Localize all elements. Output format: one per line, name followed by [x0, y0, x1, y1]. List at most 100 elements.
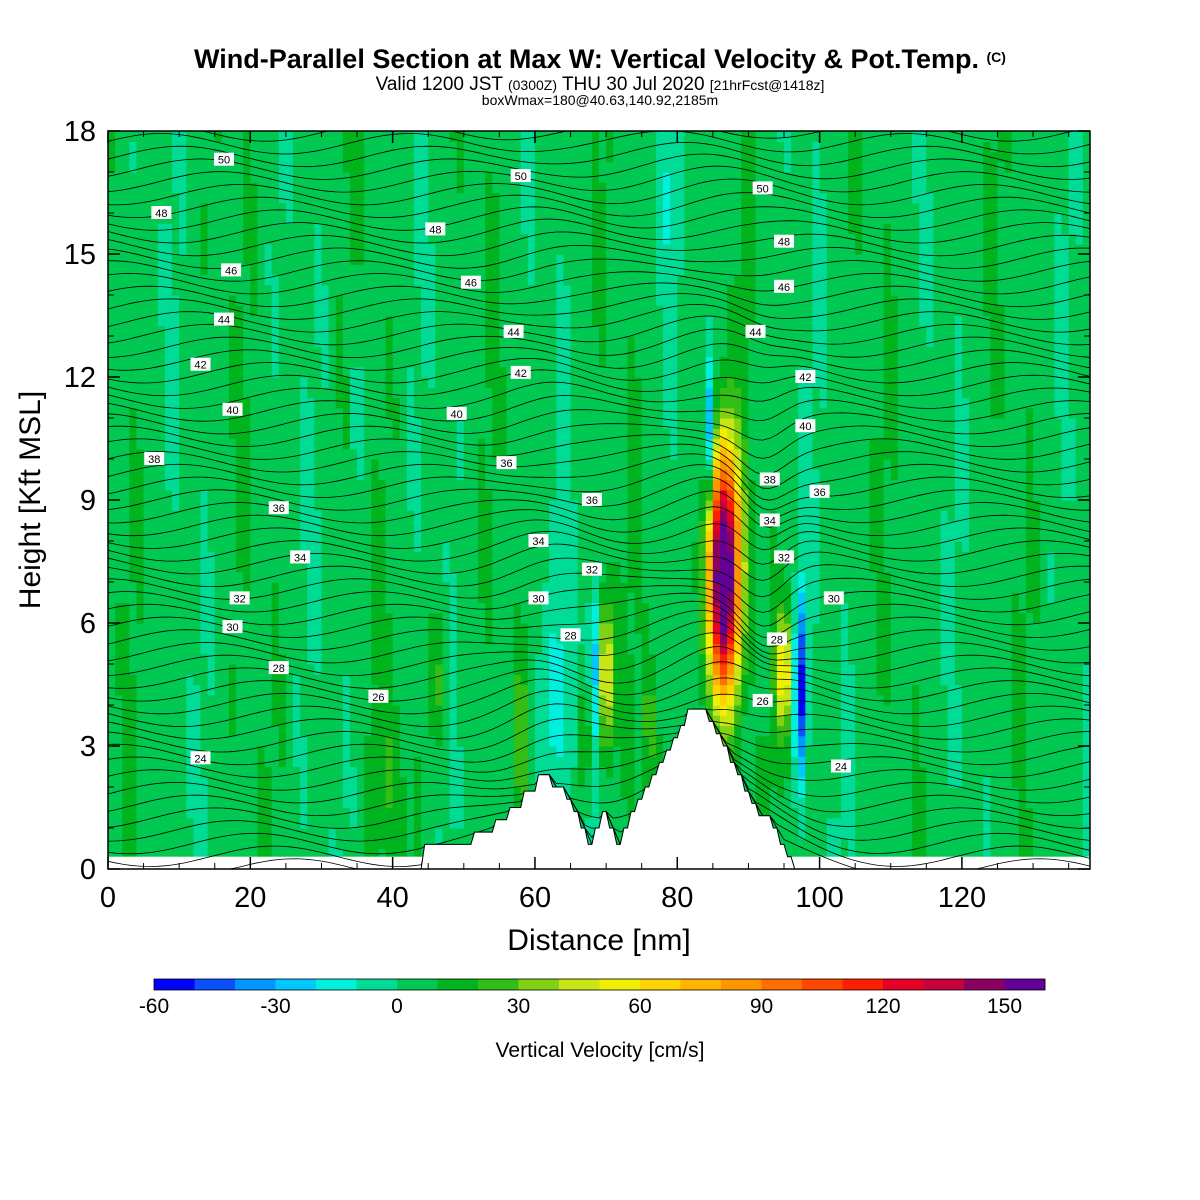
velocity-cell [228, 192, 237, 204]
velocity-cell [442, 623, 451, 634]
velocity-cell [513, 725, 522, 737]
velocity-cell [179, 141, 187, 153]
velocity-cell [570, 295, 579, 306]
velocity-cell [570, 428, 579, 440]
velocity-cell [556, 243, 565, 255]
velocity-cell [513, 254, 522, 265]
velocity-cell [122, 797, 130, 809]
velocity-cell [342, 202, 351, 214]
velocity-cell [513, 356, 522, 368]
velocity-cell [549, 694, 557, 706]
velocity-cell [342, 131, 351, 142]
velocity-cell [250, 448, 259, 460]
velocity-cell [179, 418, 187, 429]
velocity-cell [122, 838, 130, 850]
velocity-cell [485, 684, 493, 696]
velocity-cell [371, 838, 380, 850]
velocity-cell [314, 366, 323, 378]
velocity-cell [314, 295, 323, 306]
velocity-cell [221, 756, 230, 768]
velocity-cell [385, 459, 394, 470]
velocity-cell [584, 541, 593, 552]
velocity-cell [456, 500, 465, 511]
velocity-cell [243, 325, 251, 337]
velocity-cell [435, 284, 444, 296]
velocity-cell [285, 510, 294, 522]
velocity-cell [413, 571, 422, 583]
velocity-cell [449, 295, 458, 306]
velocity-cell [378, 510, 387, 522]
velocity-cell [421, 264, 429, 276]
velocity-cell [385, 315, 394, 327]
velocity-cell [172, 264, 180, 276]
velocity-cell [307, 336, 315, 347]
velocity-cell [179, 746, 187, 757]
velocity-cell [257, 735, 266, 747]
velocity-cell [371, 346, 380, 358]
velocity-cell [534, 223, 543, 235]
velocity-cell [321, 500, 330, 511]
velocity-cell [164, 530, 173, 542]
velocity-cell [513, 161, 522, 173]
velocity-cell [108, 254, 116, 265]
velocity-cell [257, 356, 266, 368]
velocity-cell [328, 725, 337, 737]
velocity-cell [563, 684, 572, 696]
velocity-cell [556, 520, 565, 532]
velocity-cell [413, 520, 422, 532]
velocity-cell [193, 295, 202, 306]
velocity-cell [264, 377, 273, 388]
velocity-cell [406, 438, 415, 450]
velocity-cell [413, 161, 422, 173]
velocity-cell [285, 838, 294, 850]
velocity-cell [278, 715, 287, 727]
velocity-cell [485, 817, 493, 829]
velocity-cell [264, 356, 273, 368]
velocity-cell [250, 438, 259, 450]
velocity-cell [463, 192, 472, 204]
velocity-cell [307, 776, 315, 788]
velocity-cell [470, 510, 479, 522]
velocity-cell [563, 315, 572, 327]
velocity-cell [164, 664, 173, 675]
velocity-cell [200, 243, 209, 255]
velocity-cell [278, 530, 287, 542]
velocity-cell [556, 161, 565, 173]
velocity-cell [456, 161, 465, 173]
velocity-cell [278, 520, 287, 532]
velocity-cell [321, 828, 330, 839]
velocity-cell [150, 479, 159, 491]
velocity-cell [485, 325, 493, 337]
velocity-cell [257, 571, 266, 583]
velocity-cell [335, 725, 344, 737]
velocity-cell [371, 756, 380, 768]
velocity-cell [349, 633, 358, 645]
velocity-cell [115, 561, 123, 573]
velocity-cell [506, 602, 515, 614]
velocity-cell [520, 305, 529, 317]
velocity-cell [314, 305, 323, 317]
velocity-cell [421, 243, 429, 255]
velocity-cell [542, 428, 550, 440]
velocity-cell [264, 264, 273, 276]
velocity-cell [122, 623, 130, 634]
velocity-cell [413, 643, 422, 655]
velocity-cell [164, 674, 173, 686]
velocity-cell [143, 387, 152, 399]
velocity-cell [349, 274, 358, 286]
velocity-cell [556, 141, 565, 153]
velocity-cell [449, 561, 458, 573]
velocity-cell [470, 623, 479, 634]
velocity-cell [172, 571, 180, 583]
velocity-cell [563, 551, 572, 563]
velocity-cell [385, 438, 394, 450]
velocity-cell [115, 633, 123, 645]
velocity-cell [364, 551, 372, 563]
velocity-cell [392, 838, 401, 850]
velocity-cell [357, 541, 365, 552]
velocity-cell [549, 223, 557, 235]
velocity-cell [520, 510, 529, 522]
velocity-cell [357, 715, 365, 727]
velocity-cell [179, 592, 187, 604]
velocity-cell [228, 807, 237, 819]
